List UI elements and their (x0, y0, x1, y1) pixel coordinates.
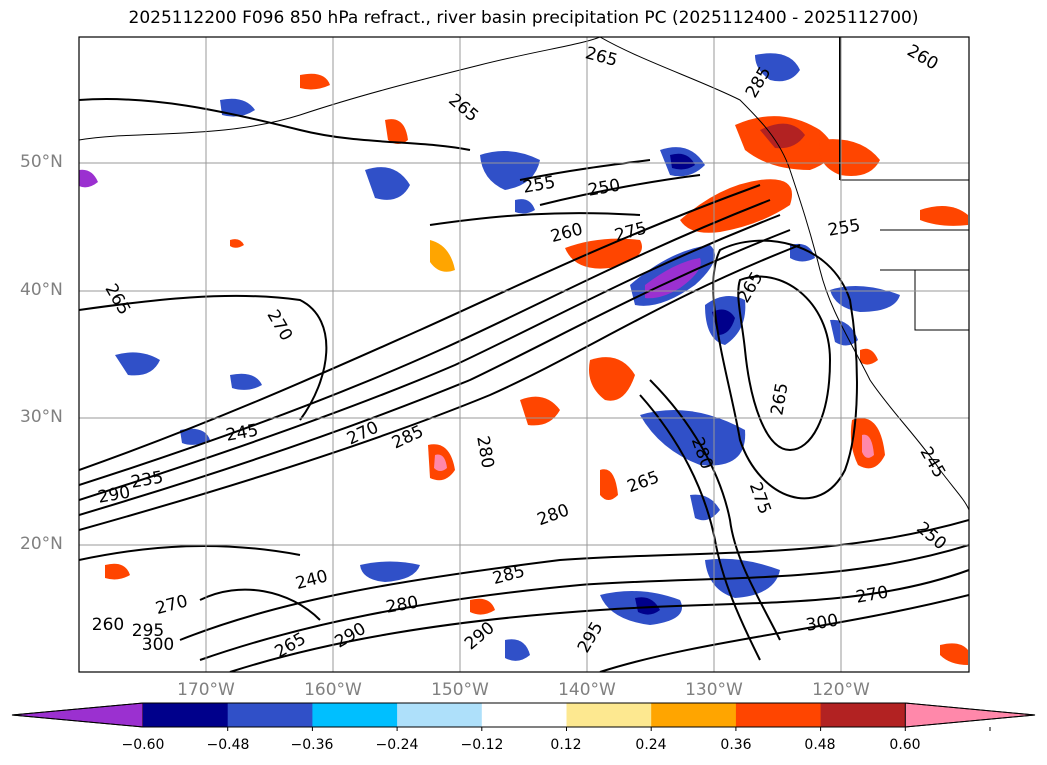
colorbar-outline (11, 702, 1036, 728)
contour-label: 300 (142, 635, 174, 655)
lon-label-140w: 140°W (558, 680, 616, 700)
contour-label: 260 (92, 615, 124, 635)
lon-label-160w: 160°W (304, 680, 362, 700)
lat-label-50n: 50°N (20, 152, 63, 172)
coastline (79, 37, 969, 511)
graticule (79, 37, 969, 672)
colorbar-tick-label: −0.24 (375, 737, 419, 753)
colorbar-tick-label: −0.60 (121, 737, 165, 753)
colorbar-extend-max (904, 702, 1036, 728)
lat-label-20n: 20°N (20, 534, 63, 554)
colorbar-tick-label: −0.48 (206, 737, 250, 753)
colorbar-segment (481, 703, 567, 727)
colorbar-segment (312, 703, 398, 727)
colorbar-tick-label: −0.12 (460, 737, 504, 753)
colorbar-segment (227, 703, 313, 727)
colorbar-segment (651, 703, 737, 727)
lat-label-30n: 30°N (20, 407, 63, 427)
colorbar-segment (143, 703, 229, 727)
colorbar-segment (820, 703, 906, 727)
colorbar-tick-label: 0.24 (635, 737, 667, 753)
colorbar-tick-label: 0.48 (804, 737, 836, 753)
contour-label: 295 (132, 621, 164, 641)
map-title: 2025112200 F096 850 hPa refract., river … (128, 8, 919, 28)
colorbar-segment (397, 703, 483, 727)
lon-label-170w: 170°W (177, 680, 235, 700)
colorbar-tick-label: 0.12 (550, 737, 582, 753)
precip-shading (79, 53, 968, 665)
colorbar-tick-label: −0.36 (290, 737, 334, 753)
colorbar (11, 702, 1036, 731)
lon-label-120w: 120°W (812, 680, 870, 700)
lat-label-40n: 40°N (20, 280, 63, 300)
lon-label-150w: 150°W (431, 680, 489, 700)
colorbar-tick-label: 0.36 (720, 737, 752, 753)
map-frame (78, 36, 970, 673)
colorbar-segment (735, 703, 822, 727)
colorbar-tick-label: 0.60 (889, 737, 921, 753)
colorbar-extend-min (11, 702, 144, 728)
colorbar-segment (566, 703, 652, 727)
lon-label-130w: 130°W (685, 680, 743, 700)
